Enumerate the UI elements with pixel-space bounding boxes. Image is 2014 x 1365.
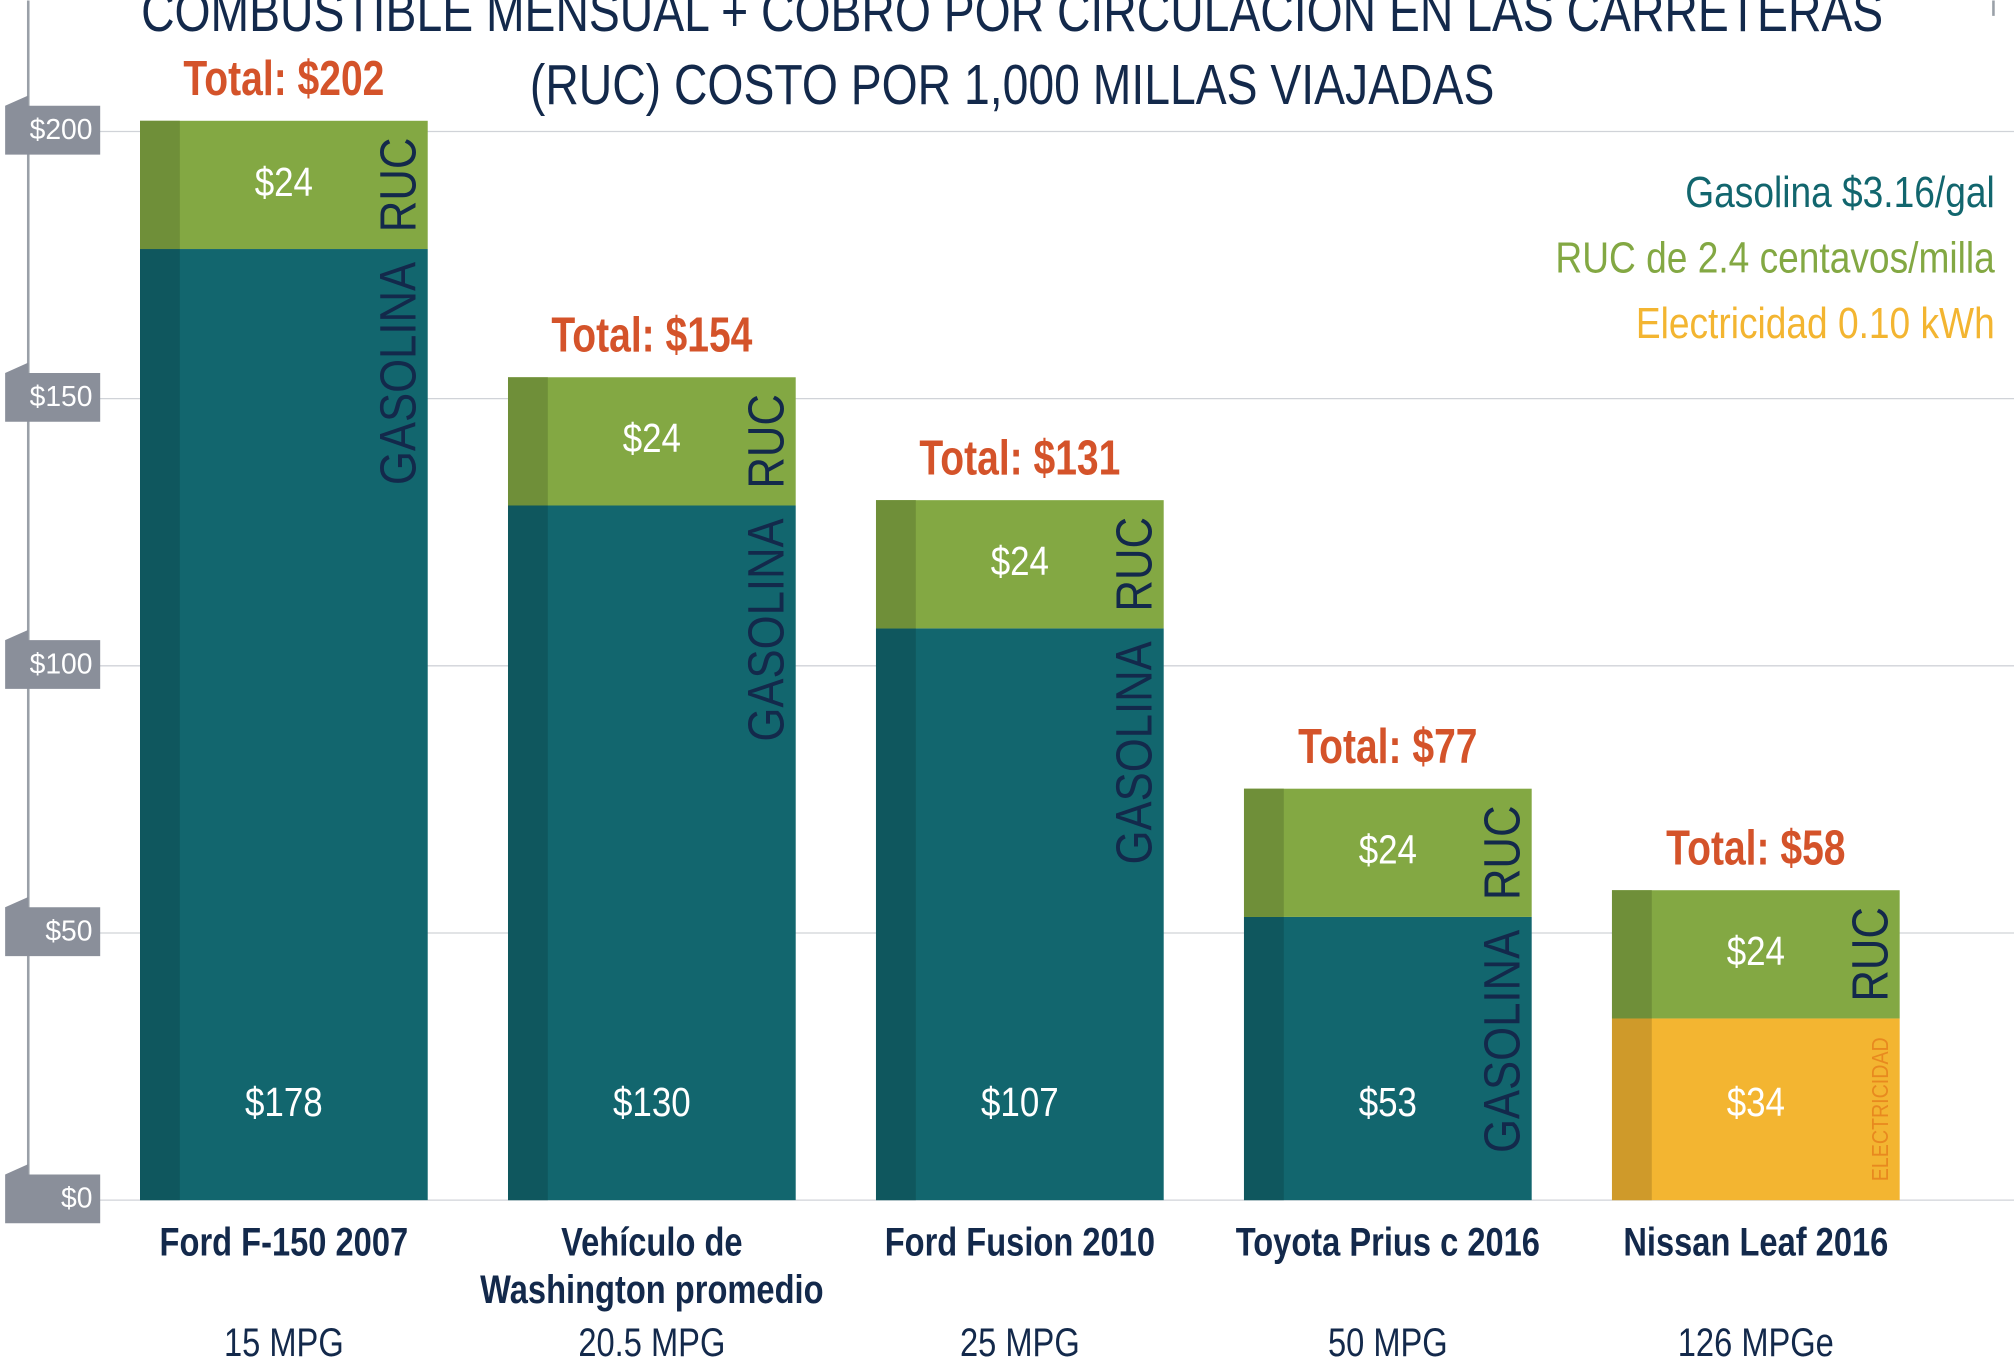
y-tick-tag [5,897,101,957]
bar [1243,788,1532,917]
data-label: $53 [1359,1079,1417,1125]
data-label: $24 [991,539,1049,585]
total-label: Total: $131 [919,431,1120,485]
data-label: $24 [1359,827,1417,873]
total-label: Total: $77 [1298,720,1477,774]
y-tick-label: $150 [30,380,93,412]
data-label: $107 [981,1079,1059,1125]
segment-label: GASOLINA [1106,641,1163,864]
bar [875,500,1164,629]
bar-segment: $24 RUC [1611,890,1900,1019]
y-tick-label: $100 [30,647,93,679]
bar-segment: $130 GASOLINA [507,505,796,1201]
bar-shade [875,500,916,629]
y-tick-tag [5,95,101,155]
x-tick-label: Ford F-150 2007 [160,1220,409,1265]
legend-entry: RUC de 2.4 centavos/milla [1555,233,1995,283]
data-label: $34 [1727,1079,1785,1125]
data-label: $130 [613,1079,691,1125]
bar-segment: $107 GASOLINA [875,628,1164,1201]
segment-label: GASOLINA [1474,930,1531,1153]
efficiency-label: 20.5 MPG [578,1320,725,1365]
x-tick-label: Washington promedio [480,1267,823,1312]
bar-segment: $34 ELECTRICIDAD [1611,1018,1900,1201]
bar-shade [875,628,916,1201]
bar-shade [140,249,180,1201]
bar [875,628,1164,1201]
bar-shade [140,120,180,250]
bar [1611,1018,1900,1201]
bar [140,249,428,1201]
segment-label: RUC [1842,907,1899,1002]
bar-shade [1243,788,1284,917]
data-label: $24 [1727,929,1785,975]
data-label: $24 [623,416,681,462]
legend-entry: Electricidad 0.10 kWh [1636,298,1995,348]
x-tick-label: Ford Fusion 2010 [885,1220,1155,1265]
data-label: $178 [245,1079,323,1125]
bar-shade [1243,916,1284,1201]
efficiency-label: 50 MPG [1328,1320,1448,1365]
bar-shade [1611,1018,1652,1201]
y-tick-label: $50 [45,914,92,946]
chart-title: (RUC) COSTO POR 1,000 MILLAS VIAJADAS [530,53,1494,116]
y-tick-tag [5,362,101,422]
total-label: Total: $202 [183,52,384,106]
bar [1611,890,1900,1019]
y-tick-tag [5,1164,101,1224]
bar-segment: $24 RUC [507,377,796,506]
bar-shade [507,377,548,506]
bar-shade [1611,890,1652,1019]
efficiency-label: 25 MPG [960,1320,1080,1365]
y-tick-label: $200 [30,113,93,145]
x-tick-label: Nissan Leaf 2016 [1623,1220,1888,1265]
data-label: $24 [255,159,313,205]
bar [507,377,796,506]
bar-segment: $24 RUC [140,120,428,250]
segment-label: RUC [1106,517,1163,612]
efficiency-label: 15 MPG [224,1320,344,1365]
bar-segment: $24 RUC [1243,788,1532,917]
x-tick-label: Toyota Prius c 2016 [1236,1220,1540,1265]
chart-title: COMBUSTIBLE MENSUAL + COBRO POR CIRCULAC… [141,0,1883,43]
segment-label: RUC [1474,806,1531,901]
efficiency-label: 126 MPGe [1678,1320,1834,1365]
legend-entry: Gasolina $3.16/gal [1685,167,1994,217]
y-tick-tag [5,629,101,689]
bar-segment: $53 GASOLINA [1243,916,1532,1201]
bar [1243,916,1532,1201]
bar [507,505,796,1201]
bar-segment: $24 RUC [875,500,1164,629]
x-tick-label: Vehículo de [561,1220,742,1265]
bar-segment: $178 GASOLINA [140,249,428,1201]
y-tick-label: $0 [61,1182,92,1214]
bar-shade [507,505,548,1201]
segment-label: GASOLINA [370,262,427,485]
segment-label: RUC [370,138,427,233]
segment-label: GASOLINA [738,518,795,741]
segment-label: RUC [738,394,795,489]
total-label: Total: $58 [1666,822,1845,876]
total-label: Total: $154 [551,309,752,363]
bar [140,120,428,250]
segment-label: ELECTRICIDAD [1867,1037,1893,1181]
